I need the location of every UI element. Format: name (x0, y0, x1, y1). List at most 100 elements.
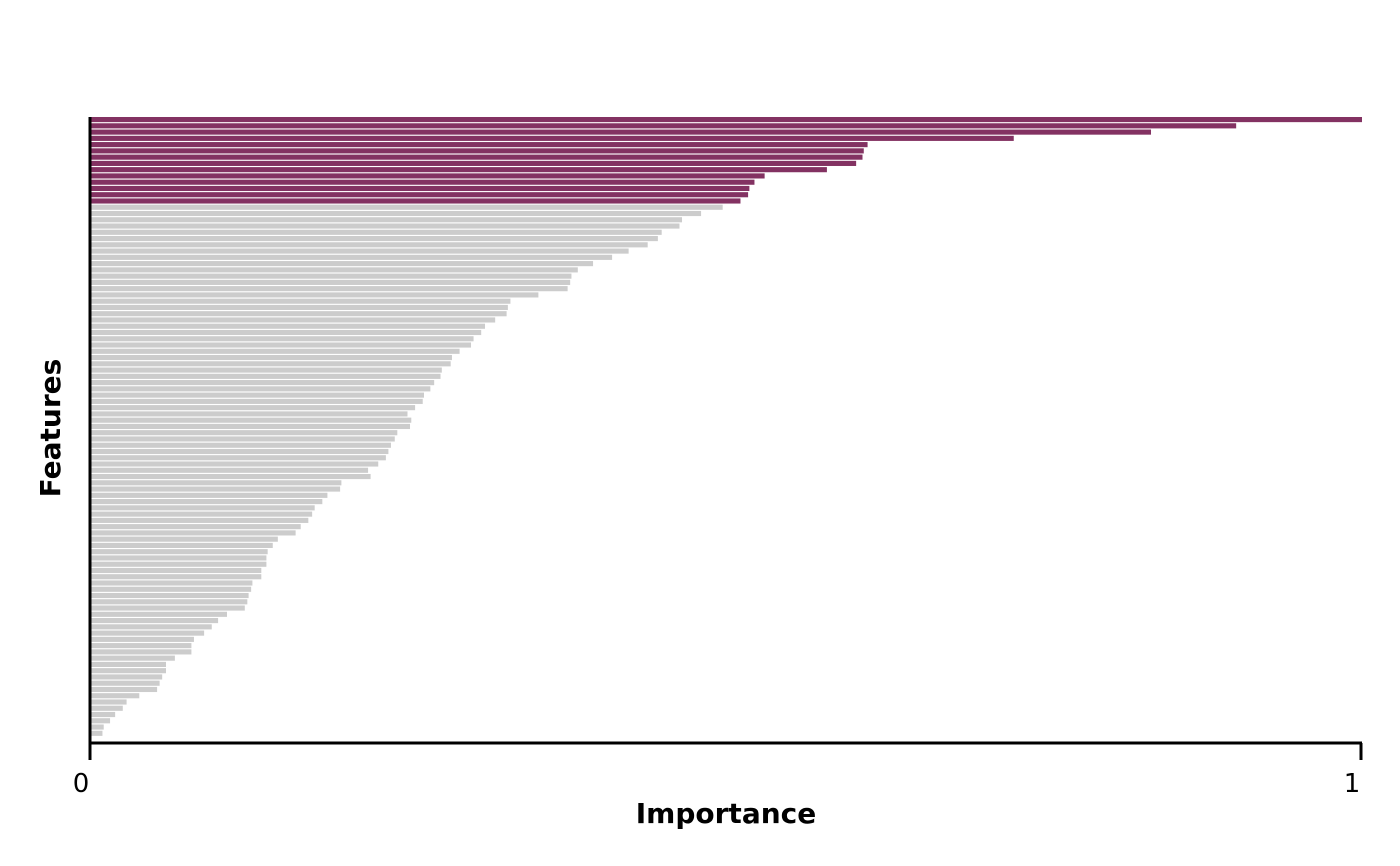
bar-73 (91, 567, 262, 574)
bar-85 (91, 643, 192, 649)
bar-97 (91, 718, 111, 724)
bar-5 (91, 142, 868, 148)
bar-7 (91, 154, 863, 160)
bar-94 (91, 699, 127, 705)
bar-74 (91, 574, 262, 580)
bar-40 (91, 361, 451, 367)
bar-65 (91, 517, 309, 523)
bar-29 (91, 292, 539, 298)
bar-58 (91, 473, 371, 480)
bar-37 (91, 342, 472, 348)
bar-70 (91, 549, 268, 555)
bar-72 (91, 561, 267, 567)
bar-31 (91, 304, 508, 311)
bar-66 (91, 524, 301, 530)
bar-27 (91, 279, 571, 285)
bar-68 (91, 536, 278, 542)
x-tick-label-0: 0 (73, 769, 90, 799)
bar-34 (91, 323, 486, 329)
bar-18 (91, 223, 680, 229)
bar-25 (91, 267, 578, 273)
bar-14 (91, 198, 741, 204)
bar-99 (91, 730, 103, 736)
bar-63 (91, 505, 315, 511)
bar-84 (91, 636, 194, 642)
bar-51 (91, 430, 398, 436)
bar-23 (91, 254, 613, 260)
bar-55 (91, 455, 386, 461)
bar-13 (91, 192, 749, 198)
bar-49 (91, 417, 412, 423)
bar-56 (91, 461, 379, 467)
bar-44 (91, 386, 431, 392)
bar-83 (91, 630, 205, 636)
bar-95 (91, 705, 123, 711)
bar-1 (91, 117, 1362, 123)
bar-52 (91, 436, 395, 442)
bar-90 (91, 674, 163, 680)
bar-21 (91, 242, 648, 248)
bar-20 (91, 235, 658, 242)
bar-75 (91, 580, 253, 586)
bar-78 (91, 599, 248, 605)
bar-42 (91, 373, 441, 379)
bar-41 (91, 367, 442, 373)
bar-69 (91, 542, 273, 548)
bar-61 (91, 492, 328, 498)
bar-45 (91, 392, 424, 398)
bar-33 (91, 317, 496, 323)
bar-8 (91, 160, 857, 166)
bar-57 (91, 467, 369, 473)
bar-91 (91, 680, 160, 686)
bar-10 (91, 173, 765, 179)
bar-47 (91, 405, 416, 411)
bar-82 (91, 624, 212, 630)
x-tick-label-1: 1 (1344, 769, 1361, 799)
bar-77 (91, 592, 249, 599)
bars-group (91, 117, 1362, 736)
bar-71 (91, 555, 267, 561)
bar-39 (91, 354, 452, 361)
bar-6 (91, 148, 864, 154)
x-axis-title: Importance (636, 797, 816, 830)
bar-43 (91, 380, 435, 386)
bar-50 (91, 423, 411, 430)
bar-87 (91, 655, 175, 661)
bar-89 (91, 668, 166, 674)
bar-22 (91, 248, 629, 254)
bar-28 (91, 286, 568, 292)
bar-79 (91, 605, 245, 611)
bar-4 (91, 135, 1014, 141)
bar-32 (91, 311, 507, 317)
bar-80 (91, 611, 227, 617)
bar-54 (91, 448, 389, 455)
bar-35 (91, 329, 482, 336)
bar-96 (91, 711, 116, 718)
bar-36 (91, 336, 474, 342)
bar-98 (91, 724, 104, 730)
bar-46 (91, 398, 423, 404)
bar-3 (91, 129, 1152, 135)
y-axis-title: Features (34, 359, 67, 498)
bar-62 (91, 499, 323, 505)
bar-76 (91, 586, 252, 592)
bar-26 (91, 273, 572, 279)
bar-24 (91, 261, 594, 267)
bar-19 (91, 229, 662, 235)
bar-12 (91, 185, 750, 192)
bar-2 (91, 123, 1237, 129)
bar-81 (91, 618, 219, 624)
bar-92 (91, 686, 158, 693)
bar-16 (91, 210, 702, 217)
bar-53 (91, 442, 391, 448)
bar-59 (91, 480, 342, 486)
bar-17 (91, 217, 683, 223)
bar-86 (91, 649, 192, 655)
bar-11 (91, 179, 755, 185)
bar-88 (91, 661, 166, 667)
bar-30 (91, 298, 511, 304)
bar-15 (91, 204, 723, 210)
bar-38 (91, 348, 460, 354)
bar-67 (91, 530, 296, 536)
